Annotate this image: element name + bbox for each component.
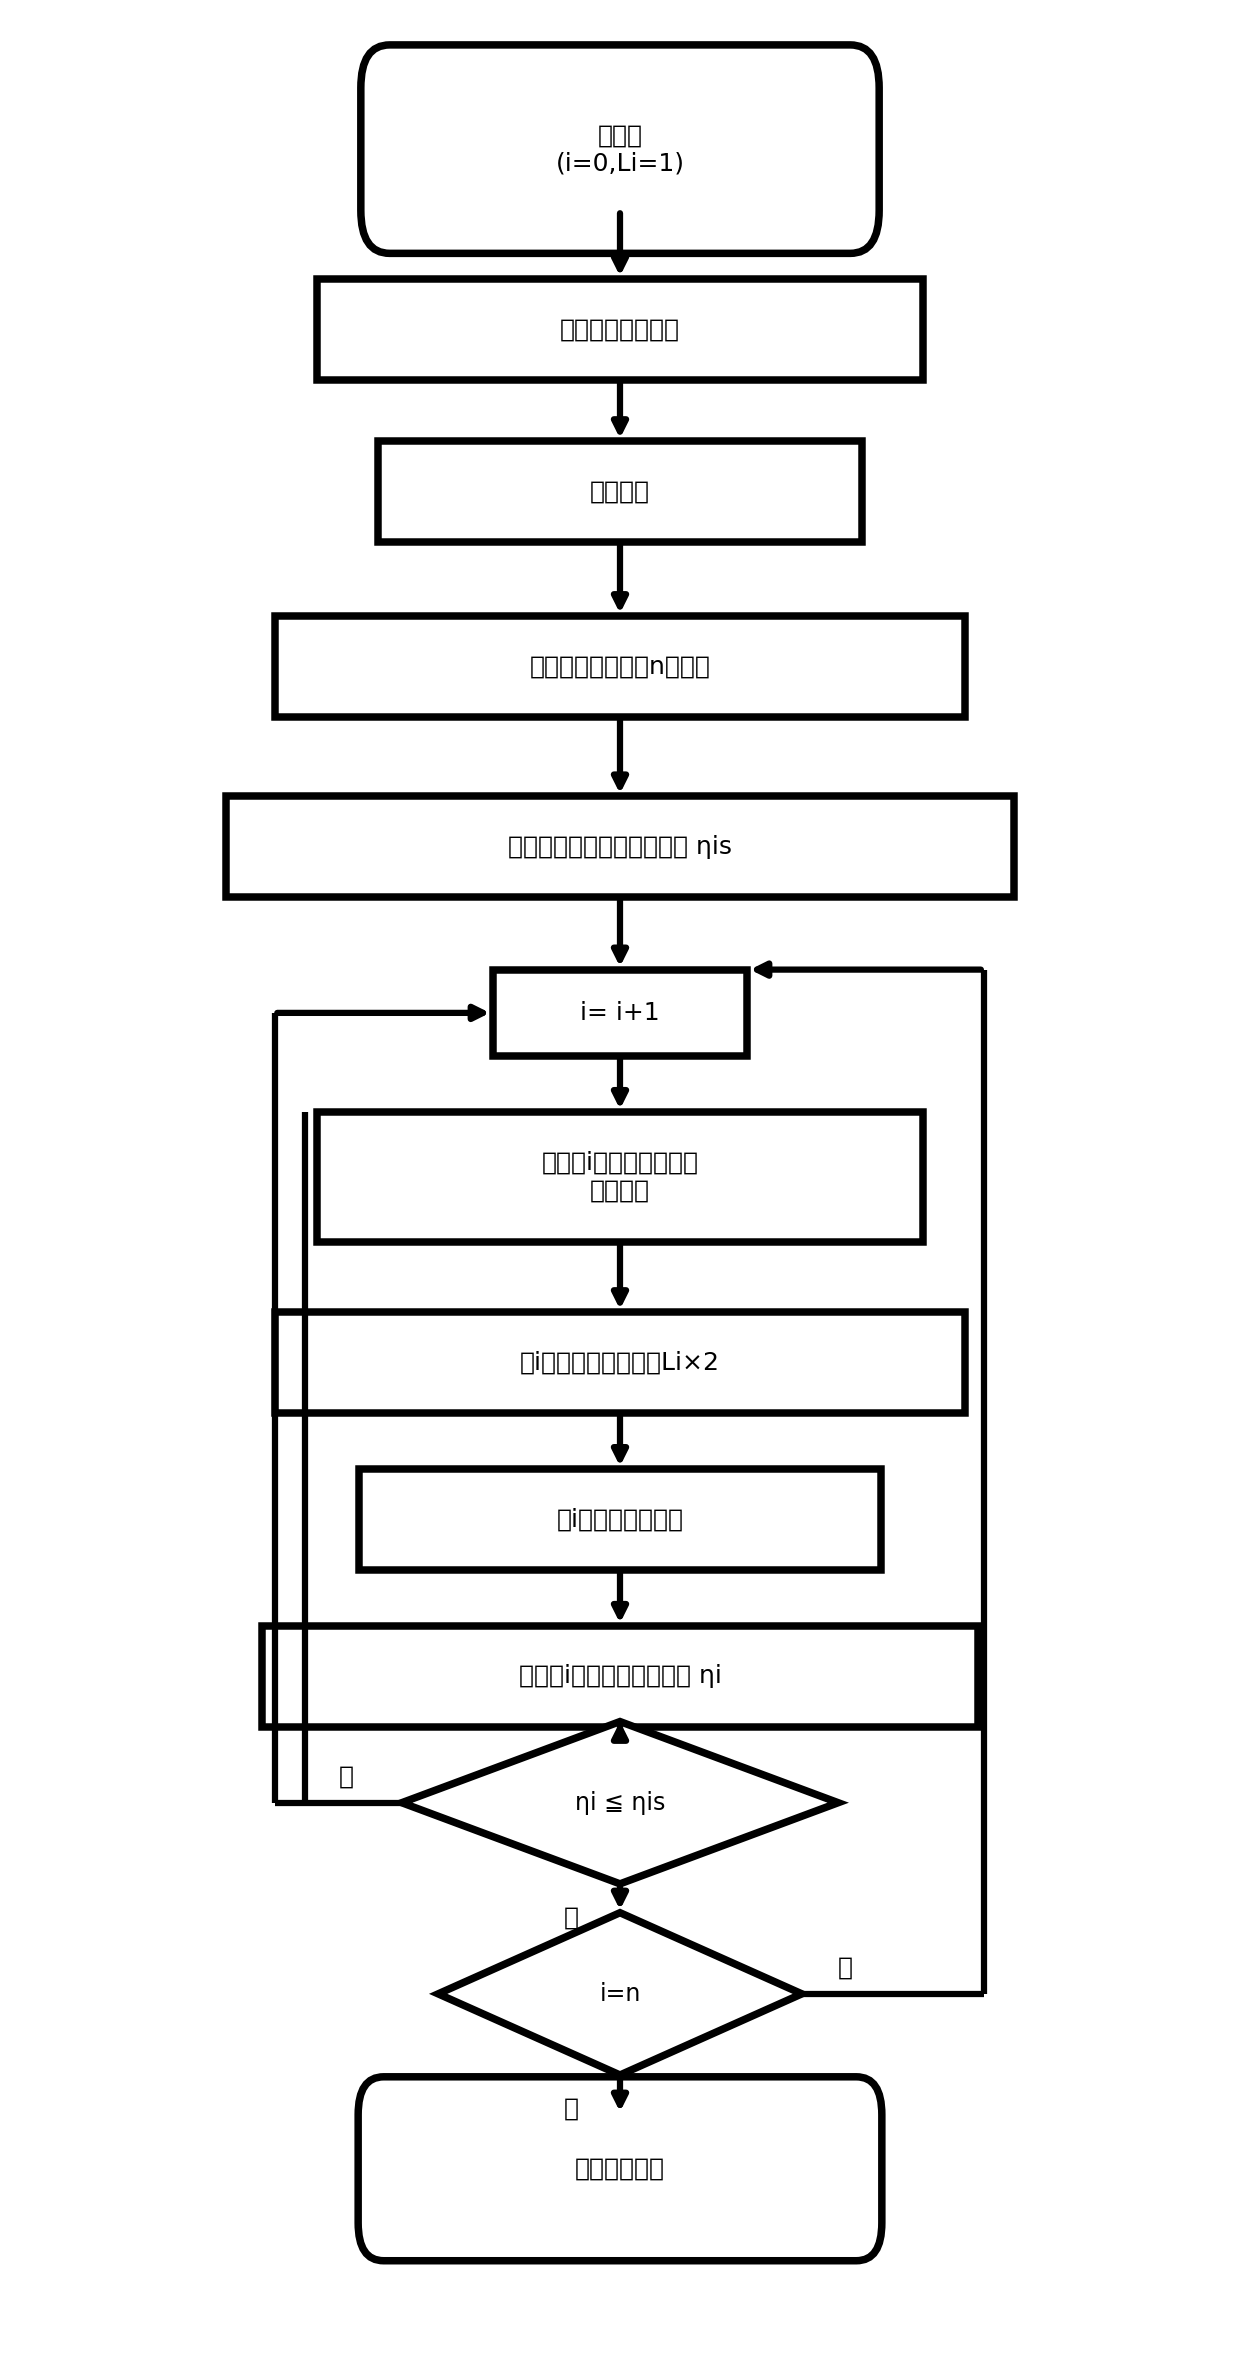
Polygon shape xyxy=(402,1722,838,1883)
Bar xyxy=(274,1312,966,1414)
Text: 第i个分区进行聚类: 第i个分区进行聚类 xyxy=(557,1509,683,1532)
FancyBboxPatch shape xyxy=(361,45,879,254)
Bar xyxy=(263,1625,977,1727)
Bar xyxy=(377,441,863,543)
Text: 初始化
(i=0,Li=1): 初始化 (i=0,Li=1) xyxy=(556,123,684,176)
Text: i= i+1: i= i+1 xyxy=(580,1001,660,1025)
Text: 选择第i个分区的聚类中
心初始值: 选择第i个分区的聚类中 心初始值 xyxy=(542,1150,698,1203)
Text: ηi ≦ ηis: ηi ≦ ηis xyxy=(575,1791,665,1815)
Text: 是: 是 xyxy=(564,1905,579,1928)
Bar xyxy=(492,970,748,1056)
Bar xyxy=(317,280,923,380)
Text: 否: 否 xyxy=(339,1765,353,1788)
Text: 将排序后负荷分成n个分区: 将排序后负荷分成n个分区 xyxy=(529,655,711,678)
Bar xyxy=(226,797,1014,897)
Bar xyxy=(274,617,966,716)
Text: i=n: i=n xyxy=(599,1983,641,2007)
Text: 指定各分区的改进效率阈值 ηis: 指定各分区的改进效率阈值 ηis xyxy=(508,835,732,859)
Text: 计算第i个分区的改进效率 ηi: 计算第i个分区的改进效率 ηi xyxy=(518,1665,722,1689)
Text: 否: 否 xyxy=(838,1955,853,1978)
Text: 负荷排序: 负荷排序 xyxy=(590,479,650,503)
Text: 第i个分区聚类数加倍Li×2: 第i个分区聚类数加倍Li×2 xyxy=(520,1350,720,1376)
Polygon shape xyxy=(438,1912,802,2076)
Text: 输出聚类结果: 输出聚类结果 xyxy=(575,2156,665,2180)
FancyBboxPatch shape xyxy=(358,2078,882,2261)
Bar xyxy=(360,1468,880,1570)
Text: 是: 是 xyxy=(564,2097,579,2121)
Text: 输入时序负荷数据: 输入时序负荷数据 xyxy=(560,318,680,342)
Bar xyxy=(317,1112,923,1243)
